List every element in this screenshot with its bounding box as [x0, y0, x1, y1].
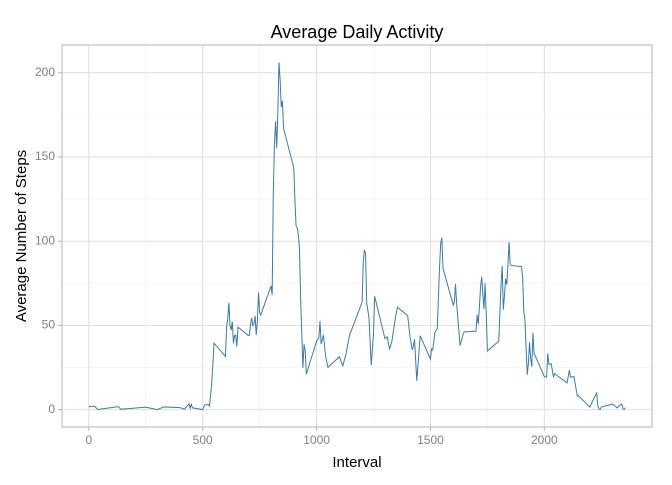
panel-border [61, 44, 653, 428]
x-tick-label: 2000 [531, 433, 558, 447]
y-tick-label: 150 [35, 149, 55, 163]
y-tick-label: 50 [42, 318, 56, 332]
chart-title: Average Daily Activity [271, 22, 444, 42]
x-tick-label: 1500 [417, 433, 444, 447]
y-tick-label: 0 [48, 402, 55, 416]
x-axis-label: Interval [332, 454, 381, 471]
x-tick-label: 1000 [303, 433, 330, 447]
data-line [88, 62, 626, 411]
x-tick-label: 500 [193, 433, 213, 447]
y-tick-label: 100 [35, 233, 55, 247]
x-tick-label: 0 [85, 433, 92, 447]
y-tick-label: 200 [35, 65, 55, 79]
y-axis-label: Average Number of Steps [13, 150, 30, 322]
